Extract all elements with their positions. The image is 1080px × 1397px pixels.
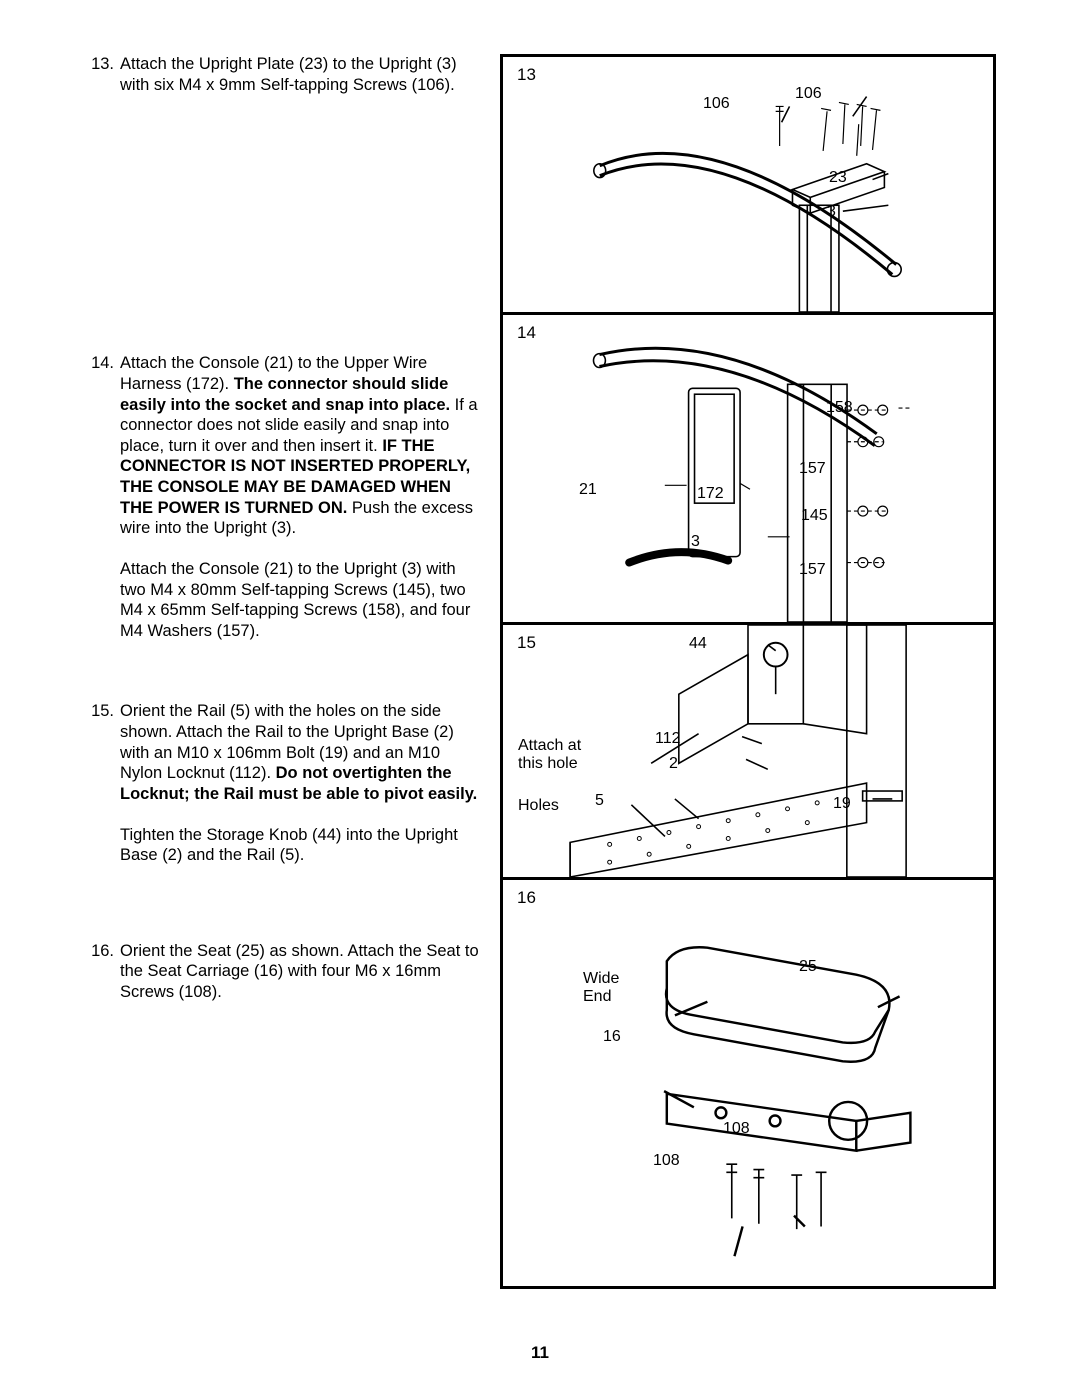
- step-number: 14.: [80, 353, 120, 641]
- callout-label: 44: [689, 635, 707, 653]
- step-paragraph: Attach the Console (21) to the Upright (…: [120, 559, 480, 642]
- manual-page: 13.Attach the Upright Plate (23) to the …: [0, 0, 1080, 1397]
- callout-label: 23: [829, 169, 847, 187]
- figure-panel-14: 14: [503, 315, 993, 625]
- figure-panel-16: 16: [503, 880, 993, 1286]
- callout-label: Holes: [518, 797, 559, 815]
- figure-panel-13: 13: [503, 57, 993, 315]
- assembly-diagram-16: [503, 880, 993, 1286]
- step-number: 16.: [80, 941, 120, 1003]
- callout-label: 21: [579, 481, 597, 499]
- callout-label: this hole: [518, 755, 578, 773]
- step-paragraph: Attach the Console (21) to the Upper Wir…: [120, 353, 480, 539]
- callout-label: 25: [799, 958, 817, 976]
- step-body: Attach the Console (21) to the Upper Wir…: [120, 353, 480, 641]
- callout-label: 106: [795, 85, 822, 103]
- step-paragraph: Attach the Upright Plate (23) to the Upr…: [120, 54, 480, 95]
- step-body: Orient the Seat (25) as shown. Attach th…: [120, 941, 480, 1003]
- figure-panel-15: 15: [503, 625, 993, 880]
- callout-label: 172: [697, 485, 724, 503]
- callout-label: 145: [801, 507, 828, 525]
- callout-label: 158: [826, 399, 853, 417]
- panel-number: 14: [517, 323, 536, 343]
- step-number: 13.: [80, 54, 120, 95]
- assembly-diagram-14: [503, 315, 993, 622]
- instruction-step: 13.Attach the Upright Plate (23) to the …: [80, 54, 480, 95]
- callout-label: 112: [655, 730, 681, 748]
- panel-number: 15: [517, 633, 536, 653]
- callout-label: End: [583, 988, 611, 1006]
- page-number: 11: [0, 1343, 1080, 1363]
- assembly-diagram-13: [503, 57, 993, 312]
- step-paragraph: Tighten the Storage Knob (44) into the U…: [120, 825, 480, 866]
- callout-label: 3: [691, 533, 700, 551]
- callout-label: Wide: [583, 970, 619, 988]
- step-body: Orient the Rail (5) with the holes on th…: [120, 701, 480, 865]
- figures-column: 13: [500, 54, 1020, 1367]
- figure-container: 13: [500, 54, 996, 1289]
- step-body: Attach the Upright Plate (23) to the Upr…: [120, 54, 480, 95]
- panel-number: 16: [517, 888, 536, 908]
- callout-label: 108: [723, 1120, 750, 1138]
- callout-label: 108: [653, 1152, 680, 1170]
- panel-number: 13: [517, 65, 536, 85]
- instruction-step: 16.Orient the Seat (25) as shown. Attach…: [80, 941, 480, 1003]
- callout-label: 16: [603, 1028, 621, 1046]
- callout-label: 19: [833, 795, 851, 813]
- callout-label: 2: [669, 755, 678, 773]
- instruction-step: 14.Attach the Console (21) to the Upper …: [80, 353, 480, 641]
- callout-label: 157: [799, 561, 826, 579]
- callout-label: 5: [595, 792, 604, 810]
- instructions-column: 13.Attach the Upright Plate (23) to the …: [80, 54, 480, 1367]
- instruction-step: 15.Orient the Rail (5) with the holes on…: [80, 701, 480, 865]
- callout-label: 106: [703, 95, 730, 113]
- step-paragraph: Orient the Rail (5) with the holes on th…: [120, 701, 480, 804]
- callout-label: Attach at: [518, 737, 581, 755]
- callout-label: 157: [799, 460, 826, 478]
- step-paragraph: Orient the Seat (25) as shown. Attach th…: [120, 941, 480, 1003]
- step-number: 15.: [80, 701, 120, 865]
- callout-label: 3: [827, 203, 836, 221]
